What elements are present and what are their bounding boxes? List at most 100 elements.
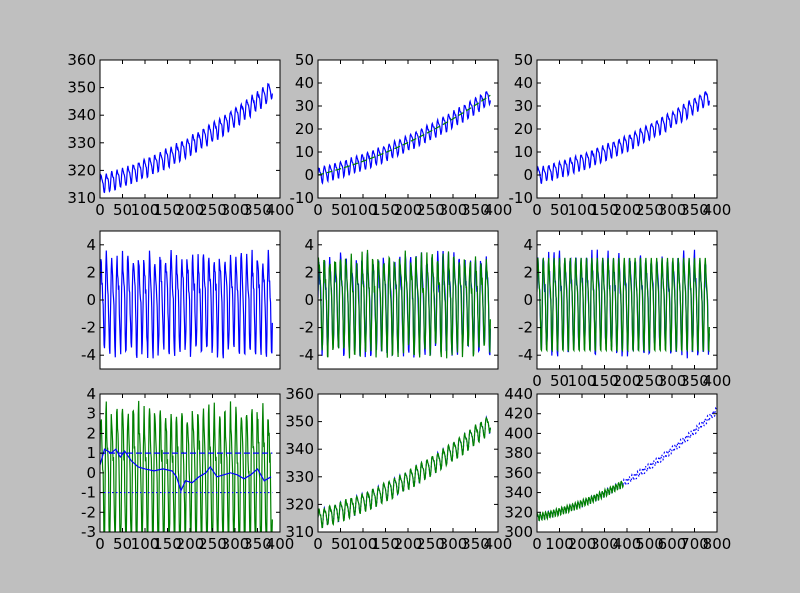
y-tick-label: -10 [290, 189, 315, 207]
x-tick-label: 300 [221, 201, 250, 219]
x-tick-label: 0 [532, 201, 542, 219]
x-tick-label: 0 [313, 535, 323, 553]
x-tick-label: 0 [532, 535, 542, 553]
plot-area [537, 91, 710, 185]
y-tick-label: -4 [299, 346, 314, 364]
y-tick-label: 40 [295, 74, 314, 92]
x-tick-label: 200 [176, 535, 205, 553]
y-tick-label: 350 [285, 413, 314, 431]
y-tick-label: 0 [523, 291, 533, 309]
plot-area [537, 249, 710, 359]
series-line-1 [100, 400, 273, 532]
x-tick-label: 50 [550, 372, 569, 390]
plot-area [100, 400, 273, 532]
x-tick-label: 50 [331, 535, 350, 553]
x-tick-label: 400 [703, 372, 732, 390]
y-tick-label: 320 [285, 495, 314, 513]
x-tick-label: 350 [461, 201, 490, 219]
series-line-1 [100, 249, 273, 359]
x-tick-label: 150 [371, 535, 400, 553]
x-tick-label: 100 [131, 535, 160, 553]
y-tick-label: 3 [86, 405, 96, 423]
series-line-4 [100, 448, 272, 493]
x-tick-label: 100 [349, 201, 378, 219]
y-tick-label: 360 [504, 464, 533, 482]
x-tick-label: 350 [243, 535, 272, 553]
x-tick-label: 300 [439, 201, 468, 219]
y-tick-label: 340 [504, 484, 533, 502]
y-tick-label: 30 [514, 97, 533, 115]
y-tick-label: -4 [81, 346, 96, 364]
y-tick-label: 2 [86, 263, 96, 281]
series-line-2 [537, 480, 624, 522]
series-line-2 [318, 94, 491, 176]
y-tick-label: 2 [86, 424, 96, 442]
plot-area [318, 91, 491, 185]
x-tick-label: 100 [568, 201, 597, 219]
y-tick-label: 300 [504, 523, 533, 541]
y-tick-label: -2 [299, 319, 314, 337]
x-tick-label: 200 [568, 535, 597, 553]
x-tick-label: 300 [658, 372, 687, 390]
y-tick-label: -1 [81, 484, 96, 502]
x-tick-label: 100 [568, 372, 597, 390]
x-tick-label: 200 [613, 201, 642, 219]
y-tick-label: -2 [518, 319, 533, 337]
y-tick-label: 4 [523, 236, 533, 254]
series-line-1 [100, 82, 273, 194]
y-tick-label: 1 [86, 444, 96, 462]
x-tick-label: 0 [95, 535, 105, 553]
y-tick-label: -4 [518, 346, 533, 364]
x-tick-label: 600 [658, 535, 687, 553]
y-tick-label: 0 [304, 291, 314, 309]
x-tick-label: 350 [680, 201, 709, 219]
series-line-1 [318, 91, 491, 185]
x-tick-label: 50 [331, 201, 350, 219]
x-tick-label: 200 [176, 201, 205, 219]
plot-area [100, 82, 273, 194]
y-tick-label: 340 [285, 440, 314, 458]
y-tick-label: -10 [509, 189, 534, 207]
x-tick-label: 350 [680, 372, 709, 390]
series-line-2 [318, 249, 491, 359]
axes-background [536, 59, 718, 199]
x-tick-label: 200 [394, 535, 423, 553]
y-tick-label: 350 [67, 79, 96, 97]
y-tick-label: 440 [504, 385, 533, 403]
y-tick-label: 420 [504, 405, 533, 423]
x-tick-label: 400 [613, 535, 642, 553]
y-tick-label: 360 [285, 385, 314, 403]
y-tick-label: 30 [295, 97, 314, 115]
x-tick-label: 150 [590, 201, 619, 219]
plot-area [318, 249, 491, 359]
y-tick-label: 2 [304, 263, 314, 281]
y-tick-label: 4 [86, 385, 96, 403]
x-tick-label: 300 [590, 535, 619, 553]
y-tick-label: 0 [86, 291, 96, 309]
x-tick-label: 700 [680, 535, 709, 553]
x-tick-label: 200 [394, 201, 423, 219]
x-tick-label: 150 [153, 535, 182, 553]
x-tick-label: 150 [590, 372, 619, 390]
y-tick-label: 360 [67, 51, 96, 69]
y-tick-label: 4 [86, 236, 96, 254]
x-tick-label: 50 [550, 201, 569, 219]
x-tick-label: 300 [439, 535, 468, 553]
y-tick-label: 320 [67, 161, 96, 179]
x-tick-label: 300 [658, 201, 687, 219]
y-tick-label: -3 [81, 523, 96, 541]
x-tick-label: 250 [198, 535, 227, 553]
x-tick-label: 0 [95, 201, 105, 219]
axes-background [317, 59, 499, 199]
y-tick-label: 10 [514, 143, 533, 161]
x-tick-label: 250 [635, 372, 664, 390]
y-tick-label: 400 [504, 424, 533, 442]
